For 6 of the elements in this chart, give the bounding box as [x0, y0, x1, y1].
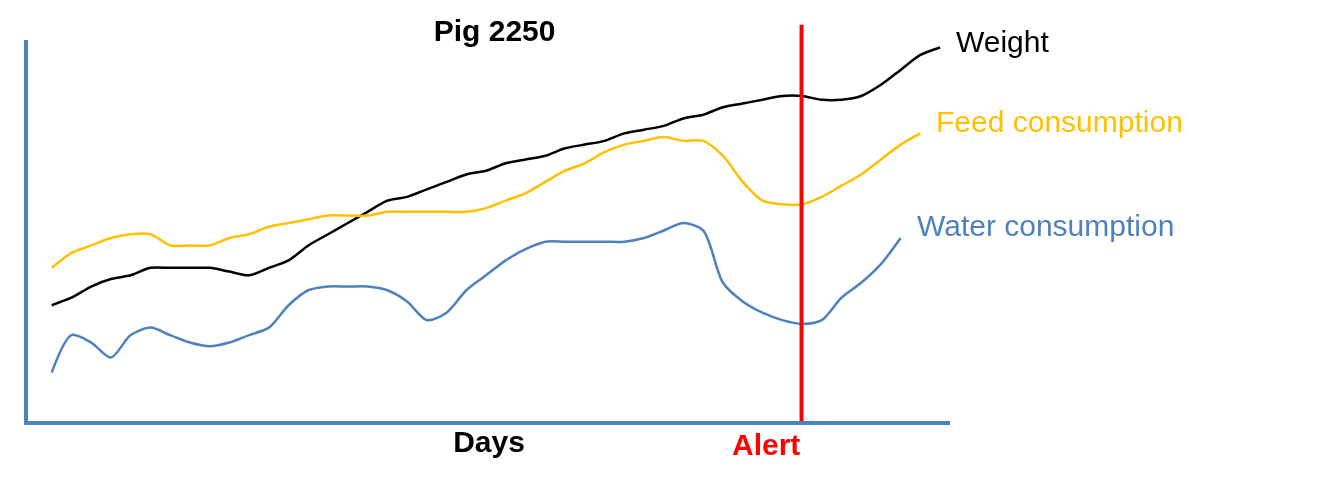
- series-label: Feed consumption: [936, 105, 1183, 138]
- chart-title: Pig 2250: [433, 13, 556, 47]
- text: Alert: [732, 428, 801, 461]
- x-axis-title: Days: [453, 425, 525, 458]
- series-label: Weight: [956, 25, 1050, 58]
- series-label: Water consumption: [917, 209, 1175, 242]
